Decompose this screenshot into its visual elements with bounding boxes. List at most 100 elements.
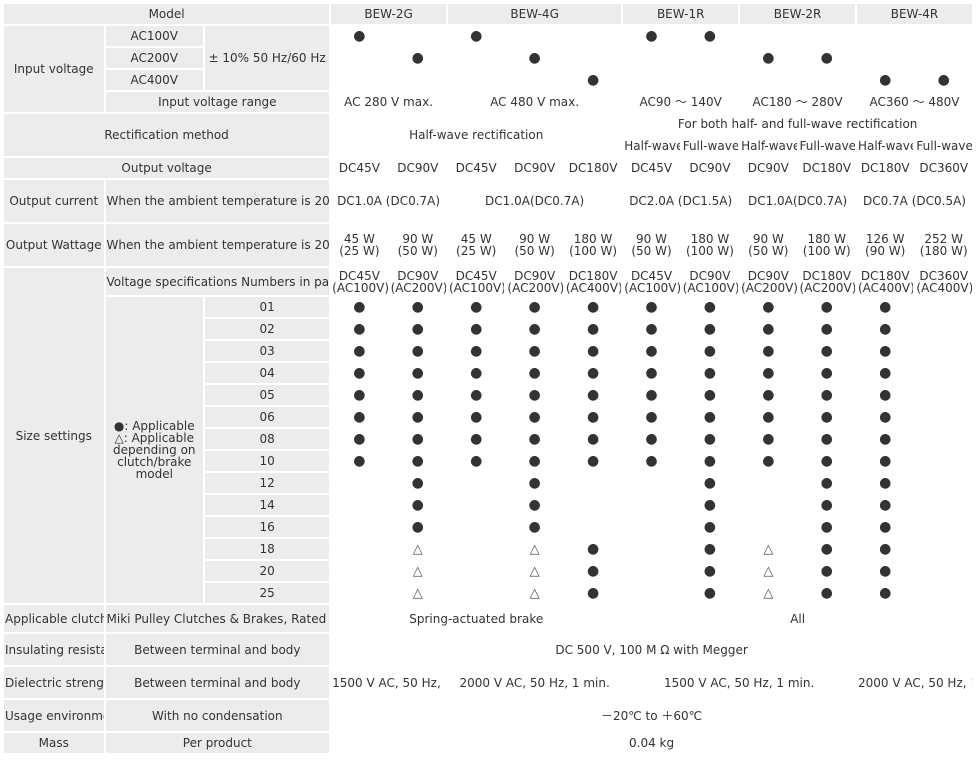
table-row: 04 ● ● ● ● ● ● ● ● ● ● [4,363,972,383]
size-mark: ● [448,341,505,361]
applicable-mark: ● [879,431,892,447]
voltage-spec-value: DC90V (AC200V) [740,268,797,295]
size-mark: ● [331,451,388,471]
rectification-value: Half-wave rectification [331,114,622,156]
output-dc: DC90V [747,268,789,283]
applicable-mark: ● [586,585,600,601]
input-ac: (AC400V) [916,280,972,295]
applicable-mark: ● [820,431,833,447]
size-mark: ● [506,363,563,383]
size-mark: ● [564,561,622,581]
size-mark: ● [623,451,680,471]
size-mark: ● [681,429,739,449]
size-mark: ● [623,407,680,427]
size-mark: ● [389,429,446,449]
size-mark [915,385,972,405]
applicable-mark: ● [411,431,424,447]
size-mark: ● [798,583,855,603]
wattage-20c: 90 W [402,232,434,246]
applicable-mark: ● [645,431,658,447]
size-mark: ● [623,363,680,383]
table-row: 14 ● ● ● ● ● [4,495,972,515]
model-name: BEW-4R [856,4,972,24]
applicable-mark: ● [470,321,483,337]
rectification-label: Rectification method [4,114,330,156]
size-mark [915,539,972,559]
size-mark: ● [448,451,505,471]
wattage-60c: (100 W) [802,244,851,258]
wattage-20c: 180 W [690,232,730,246]
wattage-60c: (25 W) [339,244,380,258]
output-dc: DC45V [455,268,497,283]
output-voltage-value: DC45V [623,158,680,178]
size-mark: ● [564,363,622,383]
applicable-mark: ● [353,299,366,315]
applicable-mark: ● [586,409,600,425]
applicable-mark: ● [703,409,717,425]
applicable-mark: ● [703,519,717,535]
size-mark [915,561,972,581]
applicable-mark: ● [586,321,600,337]
applicable-clutches-desc: Miki Pulley Clutches & Brakes, Rated vol… [105,605,330,632]
applicable-mark: ● [528,409,541,425]
applicable-mark: ● [703,453,717,469]
applicable-mark: ● [411,453,424,469]
size-mark: ● [681,363,739,383]
size-mark [623,517,680,537]
size-mark: ● [856,539,914,559]
applicable-mark: ● [645,387,658,403]
wattage-20c: 180 W [807,232,847,246]
output-wattage-value: 180 W (100 W) [564,224,622,266]
between-terminal-body: Between terminal and body [105,667,330,698]
voltage-spec-value: DC180V (AC400V) [856,268,914,295]
applicable-mark: ● [937,72,950,88]
output-current-value: DC0.7A (DC0.5A) [856,180,972,222]
applicable-mark: ● [353,365,366,381]
insulating-value: DC 500 V, 100 M Ω with Megger [331,634,972,665]
input-voltage-range-value: AC180 ～ 280V [740,92,855,112]
size-mark: ● [740,341,797,361]
applicable-mark: ● [411,321,424,337]
input-voltage-range-label: Input voltage range [105,92,330,112]
size-mark [915,451,972,471]
size-mark: ● [740,363,797,383]
voltage-spec-value: DC45V (AC100V) [331,268,388,295]
size-mark: ● [448,297,505,317]
output-wattage-value: 90 W (50 W) [740,224,797,266]
output-voltage-value: DC90V [389,158,446,178]
size-mark: ● [623,297,680,317]
applicable-mark: ● [879,497,892,513]
size-mark: △ [506,561,563,581]
size-mark: ● [448,429,505,449]
voltage-spec-value: DC180V (AC400V) [564,268,622,295]
usage-value: －20℃ to ＋60℃ [331,700,972,731]
applicable-mark: ● [470,453,483,469]
applicable-mark: ● [820,475,833,491]
input-voltage-range-value: AC 280 V max. [331,92,446,112]
applicable-mark: ● [820,50,833,66]
applicable-clutches-label: Applicable clutches/brakes [4,605,104,632]
applicable-mark: ● [645,299,658,315]
applicable-mark: ● [820,299,833,315]
applicable-mark: ● [820,497,833,513]
no-condensation-label: With no condensation [105,700,330,731]
applicable-mark: ● [645,28,658,44]
size-number: 16 [205,517,330,537]
applicable-mark: ● [353,387,366,403]
size-mark: ● [506,517,563,537]
applicable-mark: ● [703,28,717,44]
size-mark [448,583,505,603]
voltage-spec-label: Voltage specifications Numbers in parent… [105,268,330,295]
output-dc: DC180V [860,268,910,283]
input-ac: (AC200V) [390,280,446,295]
size-mark [915,583,972,603]
size-number: 01 [205,297,330,317]
wattage-60c: (50 W) [514,244,555,258]
size-mark [740,495,797,515]
input-ac: (AC100V) [624,280,680,295]
output-voltage-value: DC180V [856,158,914,178]
wattage-20c: 252 W [924,232,963,246]
conditional-mark: △ [763,585,774,601]
size-mark: ● [856,473,914,493]
wattage-60c: (50 W) [631,244,672,258]
